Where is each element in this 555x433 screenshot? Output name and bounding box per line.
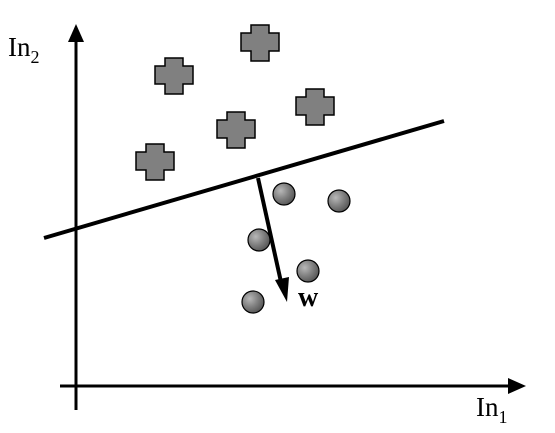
weight-vector-label: w	[298, 282, 319, 313]
circle-marker	[247, 228, 271, 252]
circle-marker	[272, 182, 296, 206]
weight-vector	[256, 177, 289, 302]
y-axis-arrowhead	[68, 24, 84, 42]
plus-marker	[240, 24, 280, 62]
y-axis-label: In2	[8, 32, 40, 67]
plus-marker	[216, 111, 256, 149]
axes	[60, 24, 526, 410]
x-axis-label: In1	[476, 392, 508, 427]
plus-markers	[135, 24, 335, 181]
circle-marker	[296, 259, 320, 283]
circle-marker	[241, 290, 265, 314]
plus-marker	[135, 143, 175, 181]
circle-marker	[327, 189, 351, 213]
plus-marker	[154, 57, 194, 95]
circle-markers	[241, 182, 351, 314]
decision-boundary-line	[43, 119, 445, 240]
weight-vector-arrowhead	[275, 277, 289, 302]
plus-marker	[295, 88, 335, 126]
x-axis-arrowhead	[508, 378, 526, 394]
weight-vector-shaft	[256, 177, 283, 283]
